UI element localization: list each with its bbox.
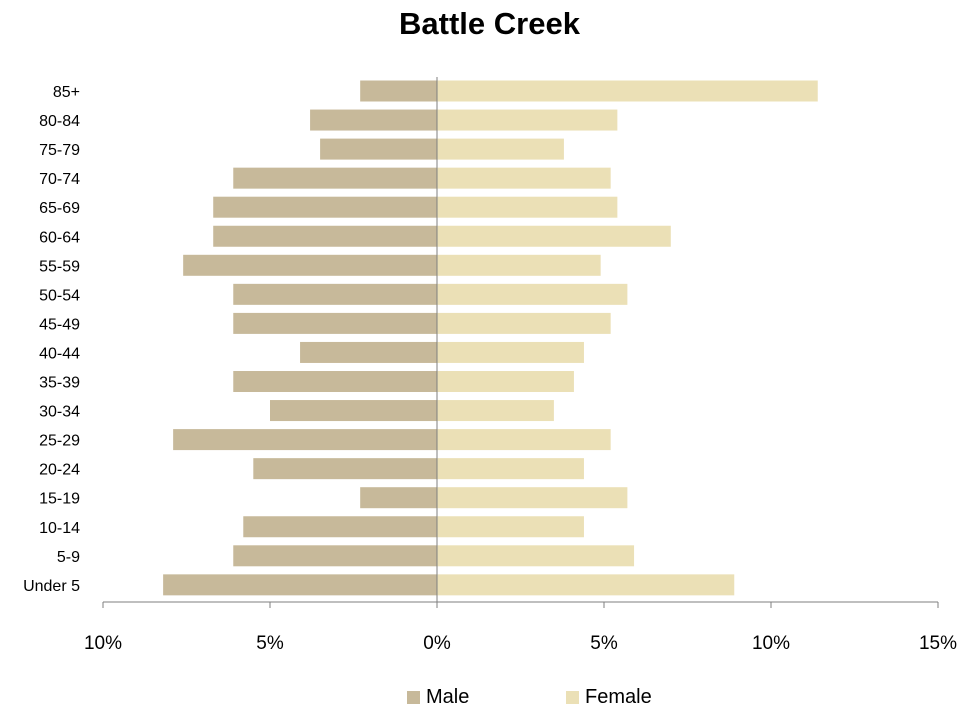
category-label: 35-39 — [39, 375, 80, 392]
category-label: 40-44 — [39, 345, 80, 362]
bar-male — [233, 167, 437, 189]
legend-item-male: Male — [407, 686, 469, 709]
bar-female — [437, 80, 818, 102]
bar-female — [437, 400, 554, 422]
category-label: 75-79 — [39, 142, 80, 159]
bar-male — [213, 225, 437, 247]
bar-male — [300, 341, 437, 363]
bar-male — [360, 487, 437, 509]
bar-female — [437, 487, 628, 509]
category-label: 45-49 — [39, 316, 80, 333]
bar-male — [183, 254, 437, 276]
category-label: 55-59 — [39, 258, 80, 275]
category-label: 20-24 — [39, 462, 80, 479]
legend: Male Female — [0, 686, 979, 710]
legend-label-male: Male — [426, 686, 470, 708]
bar-male — [233, 371, 437, 392]
bar-male — [320, 138, 437, 160]
bar-female — [437, 225, 671, 247]
category-label: Under 5 — [23, 578, 80, 595]
bar-female — [437, 254, 601, 276]
category-label: 5-9 — [57, 549, 80, 566]
category-label: 70-74 — [39, 171, 80, 188]
bar-male — [360, 80, 437, 102]
category-label: 25-29 — [39, 433, 80, 450]
category-label: 30-34 — [39, 404, 80, 421]
category-label: 10-14 — [39, 520, 80, 537]
bar-female — [437, 312, 611, 334]
category-label: 65-69 — [39, 200, 80, 217]
legend-swatch-female — [566, 691, 579, 704]
bar-male — [270, 400, 437, 422]
x-tick-label: 10% — [84, 633, 122, 654]
x-tick-label: 0% — [423, 633, 451, 654]
category-label: 15-19 — [39, 491, 80, 508]
category-label: 80-84 — [39, 113, 80, 130]
legend-label-female: Female — [585, 686, 652, 708]
bar-female — [437, 341, 584, 363]
legend-item-female: Female — [566, 686, 652, 709]
x-tick-label: 5% — [256, 633, 284, 654]
bar-male — [310, 109, 437, 131]
bar-female — [437, 109, 618, 131]
bar-male — [233, 283, 437, 305]
x-tick-label: 5% — [590, 633, 618, 654]
bar-male — [243, 516, 437, 538]
bar-male — [253, 458, 437, 480]
legend-swatch-male — [407, 691, 420, 704]
category-label: 60-64 — [39, 229, 80, 246]
x-tick-label: 15% — [919, 633, 957, 654]
bar-female — [437, 458, 584, 480]
bar-female — [437, 429, 611, 451]
bar-female — [437, 545, 635, 567]
x-tick-label: 10% — [752, 633, 790, 654]
bar-male — [213, 196, 437, 218]
bar-male — [163, 574, 437, 596]
bar-female — [437, 196, 618, 218]
bar-female — [437, 138, 564, 160]
bar-male — [233, 312, 437, 334]
bar-female — [437, 516, 584, 538]
bar-male — [173, 429, 437, 451]
bar-male — [233, 545, 437, 567]
bar-female — [437, 574, 735, 596]
chart-title: Battle Creek — [399, 6, 580, 41]
category-label: 50-54 — [39, 287, 80, 304]
bar-female — [437, 167, 611, 189]
category-label: 85+ — [53, 84, 80, 101]
bar-female — [437, 283, 628, 305]
bar-female — [437, 371, 574, 392]
